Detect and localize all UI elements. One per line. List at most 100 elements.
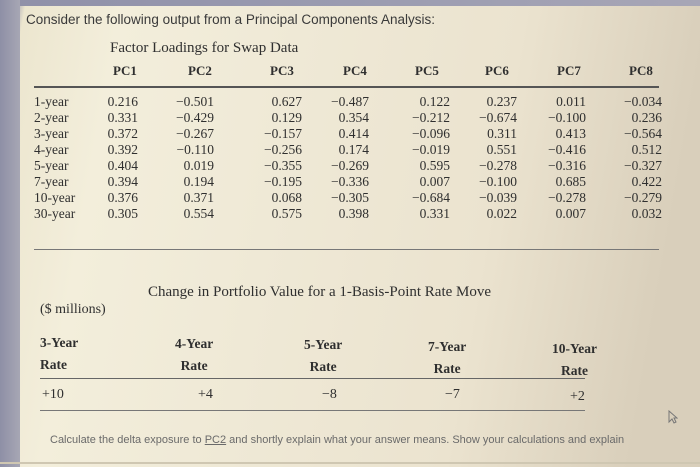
table-cell: −0.487 <box>331 94 369 109</box>
table-cell: 0.305 <box>107 206 138 221</box>
footer-rule <box>40 410 585 411</box>
row-label: 7-year <box>34 174 69 189</box>
table-cell: −0.278 <box>479 158 517 173</box>
column-header: 4-Year Rate <box>175 336 214 373</box>
table-cell: 0.011 <box>556 94 586 109</box>
table-cell: −0.674 <box>479 110 517 125</box>
table-cell: −0.195 <box>264 174 302 189</box>
table-cell: 0.685 <box>555 174 586 189</box>
row-label: 10-year <box>34 190 76 205</box>
table-cell: −0.269 <box>331 158 369 173</box>
question-page: Consider the following output from a Pri… <box>20 6 700 467</box>
question-prompt: Calculate the delta exposure to PC2 and … <box>50 434 625 446</box>
table-cell: −0.034 <box>624 94 662 109</box>
table-cell: −0.355 <box>264 158 302 173</box>
table-cell: 0.311 <box>487 126 517 141</box>
mouse-pointer-icon <box>668 410 678 424</box>
table-cell: 0.331 <box>419 206 450 221</box>
table-cell: 0.237 <box>486 94 517 109</box>
table-cell: 0.414 <box>338 126 369 141</box>
rate-change-value: +2 <box>570 389 585 404</box>
table-cell: −0.278 <box>548 190 586 205</box>
table-cell: 0.398 <box>338 206 369 221</box>
table-cell: 0.404 <box>107 158 138 173</box>
units-label: ($ millions) <box>40 302 106 317</box>
column-header: PC5 <box>415 63 439 78</box>
table-cell: −0.416 <box>548 142 586 157</box>
table-cell: 0.371 <box>183 190 214 205</box>
table-cell: −0.256 <box>264 142 302 157</box>
table-cell: 0.236 <box>631 110 662 125</box>
table-cell: 0.019 <box>183 158 214 173</box>
table-cell: 0.372 <box>107 126 138 141</box>
table-cell: −0.267 <box>176 126 214 141</box>
table-cell: −0.316 <box>548 158 586 173</box>
row-label: 4-year <box>34 142 69 157</box>
table-cell: −0.212 <box>412 110 450 125</box>
table-cell: −0.100 <box>479 174 517 189</box>
table-cell: 0.174 <box>338 142 369 157</box>
table-cell: 0.551 <box>486 142 517 157</box>
table-cell: 0.007 <box>555 206 586 221</box>
table-cell: 0.627 <box>271 94 302 109</box>
table-cell: −0.501 <box>176 94 214 109</box>
rate-change-value: −8 <box>322 387 337 402</box>
column-header: PC8 <box>629 63 653 78</box>
table-cell: 0.022 <box>486 206 517 221</box>
column-header: PC7 <box>557 63 581 78</box>
table-cell: 0.422 <box>631 174 662 189</box>
rate-change-value: +4 <box>198 387 213 402</box>
table-cell: −0.096 <box>412 126 450 141</box>
table-cell: −0.279 <box>624 190 662 205</box>
column-header: PC1 <box>113 63 137 78</box>
table-cell: 0.376 <box>107 190 138 205</box>
table-cell: 0.392 <box>107 142 138 157</box>
footer-rule <box>34 249 659 250</box>
loadings-table-title: Factor Loadings for Swap Data <box>110 40 299 56</box>
table-cell: −0.305 <box>331 190 369 205</box>
row-label: 30-year <box>34 206 76 221</box>
table-cell: −0.684 <box>412 190 450 205</box>
table-cell: −0.429 <box>176 110 214 125</box>
rate-change-value: +10 <box>42 387 64 402</box>
divider <box>0 462 700 464</box>
table-cell: −0.564 <box>624 126 662 141</box>
table-cell: 0.194 <box>183 174 214 189</box>
row-label: 3-year <box>34 126 69 141</box>
table-cell: 0.331 <box>107 110 138 125</box>
table-cell: 0.595 <box>419 158 450 173</box>
row-label: 2-year <box>34 110 69 125</box>
column-header: PC4 <box>343 63 367 78</box>
row-label: 5-year <box>34 158 69 173</box>
table-cell: 0.068 <box>271 190 302 205</box>
column-header: 10-Year Rate <box>552 341 597 378</box>
table-cell: −0.100 <box>548 110 586 125</box>
table-cell: −0.157 <box>264 126 302 141</box>
table-cell: 0.575 <box>271 206 302 221</box>
table-cell: 0.394 <box>107 174 138 189</box>
column-header: 5-Year Rate <box>304 337 343 374</box>
table-cell: −0.039 <box>479 190 517 205</box>
rate-change-value: −7 <box>445 387 460 402</box>
portfolio-table-title: Change in Portfolio Value for a 1-Basis-… <box>148 284 492 300</box>
table-cell: −0.327 <box>624 158 662 173</box>
row-label: 1-year <box>34 94 69 109</box>
column-header: PC3 <box>270 63 294 78</box>
column-header: 7-Year Rate <box>428 339 467 376</box>
table-cell: 0.413 <box>555 126 586 141</box>
table-cell: −0.019 <box>412 142 450 157</box>
question-intro: Consider the following output from a Pri… <box>26 12 435 27</box>
table-cell: −0.336 <box>331 174 369 189</box>
table-cell: 0.122 <box>419 94 450 109</box>
table-cell: −0.110 <box>176 142 215 157</box>
monitor-bezel-left <box>0 0 20 467</box>
column-header: 3-Year Rate <box>40 335 79 372</box>
column-header: PC2 <box>188 63 212 78</box>
table-cell: 0.216 <box>107 94 138 109</box>
header-rule <box>34 86 659 88</box>
table-cell: 0.512 <box>631 142 662 157</box>
column-header: PC6 <box>485 63 509 78</box>
table-cell: 0.554 <box>183 206 214 221</box>
pc2-link[interactable]: PC2 <box>204 434 227 446</box>
table-cell: 0.354 <box>338 110 369 125</box>
